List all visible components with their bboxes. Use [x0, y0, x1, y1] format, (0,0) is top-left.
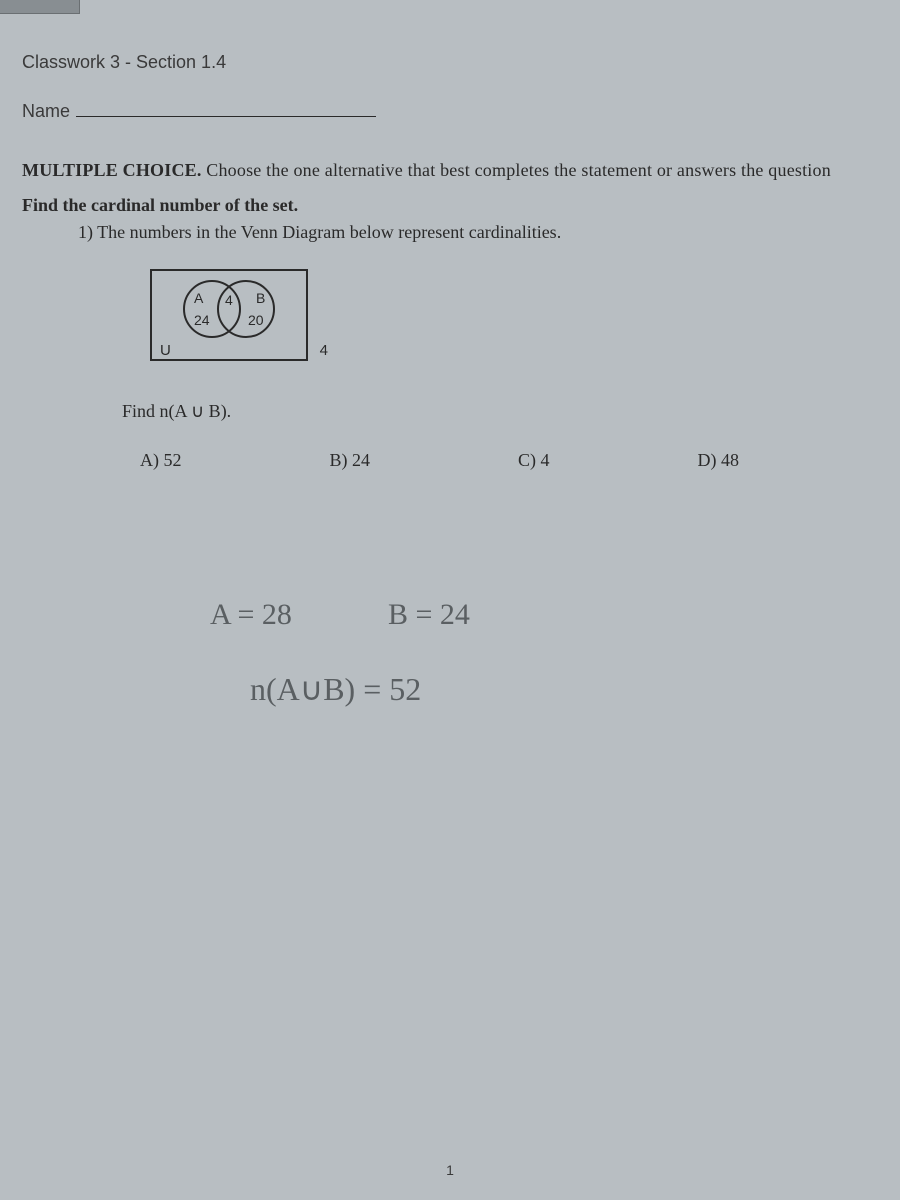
- multiple-choice-instruction: MULTIPLE CHOICE. Choose the one alternat…: [22, 160, 900, 181]
- venn-only-a: 24: [194, 312, 210, 328]
- section-instruction: Find the cardinal number of the set.: [22, 195, 900, 216]
- handwritten-a: A = 28: [210, 598, 292, 632]
- venn-outside-value: 4: [320, 342, 328, 359]
- name-label: Name: [22, 101, 70, 122]
- venn-label-a: A: [194, 290, 204, 306]
- venn-universe-label: U: [160, 342, 171, 359]
- venn-label-b: B: [256, 290, 265, 306]
- venn-intersect: 4: [225, 292, 233, 308]
- choice-b: B) 24: [330, 450, 371, 471]
- choice-c: C) 4: [518, 450, 550, 471]
- handwritten-result: n(A∪B) = 52: [250, 670, 421, 708]
- handwritten-b: B = 24: [388, 598, 470, 632]
- mc-rest: Choose the one alternative that best com…: [202, 160, 831, 180]
- name-blank-line: [76, 116, 376, 117]
- name-row: Name: [22, 101, 900, 122]
- answer-choices: A) 52 B) 24 C) 4 D) 48: [140, 450, 900, 471]
- page-number: 1: [446, 1162, 454, 1178]
- venn-only-b: 20: [248, 312, 264, 328]
- worksheet-page: Classwork 3 - Section 1.4 Name MULTIPLE …: [0, 0, 900, 1200]
- venn-diagram: A B 4 24 20 U 4: [150, 263, 320, 373]
- find-prompt: Find n(A ∪ B).: [122, 401, 900, 422]
- mc-prefix: MULTIPLE CHOICE.: [22, 160, 202, 180]
- choice-d: D) 48: [698, 450, 740, 471]
- worksheet-title: Classwork 3 - Section 1.4: [22, 52, 900, 73]
- choice-a: A) 52: [140, 450, 182, 471]
- venn-circles-icon: A B 4 24 20: [150, 269, 308, 361]
- question-1-text: 1) The numbers in the Venn Diagram below…: [78, 222, 900, 243]
